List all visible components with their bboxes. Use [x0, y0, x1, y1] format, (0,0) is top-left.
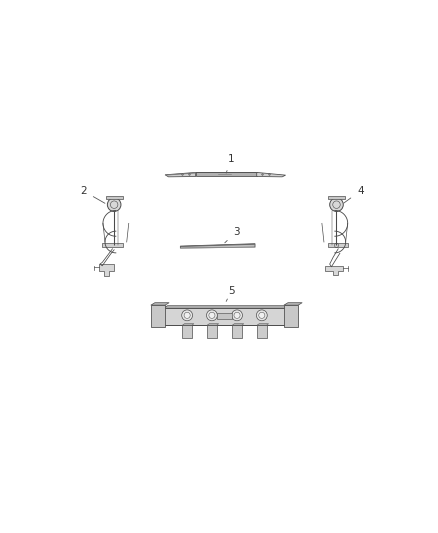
- Circle shape: [182, 310, 193, 321]
- Bar: [232, 325, 242, 338]
- Polygon shape: [165, 172, 196, 175]
- Polygon shape: [163, 306, 290, 308]
- Polygon shape: [207, 324, 219, 325]
- Circle shape: [256, 310, 267, 321]
- FancyBboxPatch shape: [102, 244, 123, 247]
- Polygon shape: [325, 266, 343, 275]
- Bar: [163, 308, 286, 325]
- Text: 1: 1: [226, 154, 235, 173]
- FancyBboxPatch shape: [217, 313, 232, 319]
- Bar: [207, 325, 217, 338]
- Circle shape: [259, 312, 265, 318]
- FancyBboxPatch shape: [328, 196, 345, 199]
- Bar: [182, 325, 192, 338]
- Bar: [284, 305, 298, 327]
- Bar: [151, 305, 165, 327]
- Circle shape: [206, 310, 217, 321]
- Circle shape: [184, 312, 190, 318]
- Polygon shape: [165, 172, 196, 177]
- Polygon shape: [151, 303, 169, 305]
- Circle shape: [330, 198, 343, 212]
- Polygon shape: [286, 306, 290, 325]
- Bar: [257, 325, 267, 338]
- Polygon shape: [257, 324, 268, 325]
- Circle shape: [107, 198, 121, 212]
- FancyBboxPatch shape: [106, 196, 123, 199]
- Circle shape: [209, 312, 215, 318]
- Circle shape: [234, 312, 240, 318]
- Polygon shape: [180, 244, 255, 248]
- Polygon shape: [257, 172, 286, 177]
- Text: 3: 3: [225, 227, 240, 243]
- Text: 5: 5: [226, 286, 235, 302]
- Text: 2: 2: [80, 186, 105, 203]
- Polygon shape: [232, 324, 244, 325]
- Polygon shape: [196, 172, 257, 176]
- Polygon shape: [180, 244, 255, 247]
- FancyBboxPatch shape: [328, 244, 348, 247]
- Text: 4: 4: [344, 186, 364, 203]
- Polygon shape: [99, 264, 114, 276]
- Polygon shape: [284, 303, 302, 305]
- Polygon shape: [182, 324, 194, 325]
- Polygon shape: [196, 172, 257, 173]
- Circle shape: [232, 310, 243, 321]
